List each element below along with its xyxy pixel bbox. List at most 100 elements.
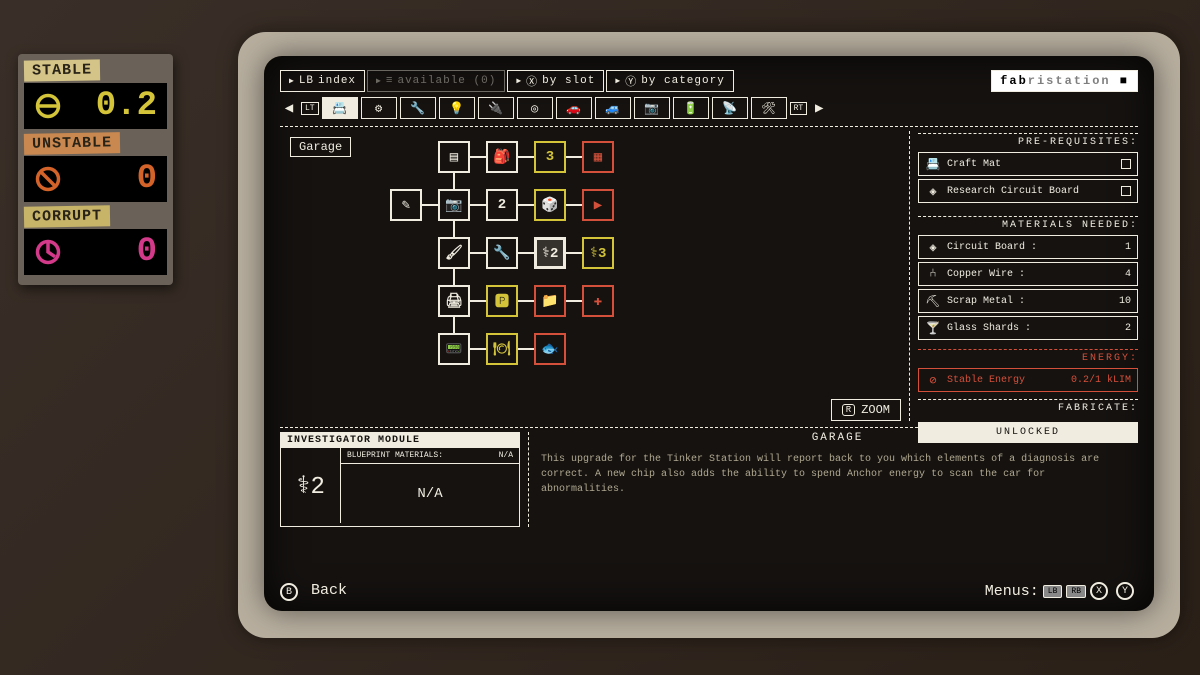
tree-node[interactable]: 🍽 xyxy=(486,333,518,365)
zoom-control[interactable]: R ZOOM xyxy=(831,399,901,421)
tree-connector xyxy=(566,156,582,158)
tree-node[interactable]: ▤ xyxy=(438,141,470,173)
detail-description: This upgrade for the Tinker Station will… xyxy=(537,452,1138,497)
top-tab-by-category[interactable]: ▶Ⓨby category xyxy=(606,70,733,92)
meter-corrupt: CORRUPT 0 xyxy=(24,206,167,275)
top-tab-by-slot[interactable]: ▶Ⓧby slot xyxy=(507,70,604,92)
category-icon[interactable]: 📡 xyxy=(712,97,748,119)
tree-connector xyxy=(518,300,534,302)
category-icon[interactable]: ⚙ xyxy=(361,97,397,119)
info-sidebar: PRE-REQUISITES: 📇Craft Mat◈Research Circ… xyxy=(918,131,1138,421)
tree-node[interactable]: 📷 xyxy=(438,189,470,221)
divider-v xyxy=(909,131,910,421)
cat-right-arrow[interactable]: ▶ xyxy=(810,99,828,117)
tree-connector xyxy=(470,252,486,254)
material-icon: ⑃ xyxy=(925,266,941,282)
prereq-icon: ◈ xyxy=(925,183,941,199)
tree-node[interactable]: 🖨 xyxy=(438,285,470,317)
top-tab-index[interactable]: ▶LBindex xyxy=(280,70,365,92)
material-qty: 2 xyxy=(1125,323,1131,334)
tree-node[interactable]: ✚ xyxy=(582,285,614,317)
energy-title: ENERGY: xyxy=(918,349,1138,364)
category-icon[interactable]: 🔌 xyxy=(478,97,514,119)
prereq-name: Craft Mat xyxy=(947,159,1001,170)
material-name: Glass Shards : xyxy=(947,323,1031,334)
tree-connector xyxy=(518,204,534,206)
detail-category: GARAGE xyxy=(537,432,1138,444)
category-icon[interactable]: 💡 xyxy=(439,97,475,119)
tree-node[interactable]: ▦ xyxy=(582,141,614,173)
unstable-value: 0 xyxy=(137,160,157,198)
corrupt-label: CORRUPT xyxy=(24,205,110,227)
meter-stable: STABLE 0.2 xyxy=(24,60,167,129)
hint-y[interactable]: Y xyxy=(1116,582,1134,600)
material-qty: 4 xyxy=(1125,269,1131,280)
tree-connector xyxy=(566,204,582,206)
back-button[interactable]: B Back xyxy=(280,582,347,602)
brand-logo: fabristation ■ xyxy=(991,70,1138,92)
tree-node[interactable]: ▶ xyxy=(582,189,614,221)
detail-right: GARAGE This upgrade for the Tinker Stati… xyxy=(537,432,1138,527)
bp-value: N/A xyxy=(499,451,513,460)
material-name: Copper Wire : xyxy=(947,269,1025,280)
tree-node[interactable]: 🐟 xyxy=(534,333,566,365)
tree-category-label: Garage xyxy=(290,137,351,157)
bp-title: BLUEPRINT MATERIALS: xyxy=(347,451,443,460)
hint-rb: RB xyxy=(1066,585,1086,598)
category-icon[interactable]: ◎ xyxy=(517,97,553,119)
zoom-label: ZOOM xyxy=(861,403,890,417)
energy-icon: ⊘ xyxy=(925,372,941,388)
tree-node[interactable]: 🔧 xyxy=(486,237,518,269)
tree-node[interactable]: ⚕3 xyxy=(582,237,614,269)
category-icon[interactable]: 📷 xyxy=(634,97,670,119)
category-icon[interactable]: 📇 xyxy=(322,97,358,119)
unstable-label: UNSTABLE xyxy=(24,132,120,155)
tree-node[interactable]: 🎒 xyxy=(486,141,518,173)
prereq-row: 📇 Craft Mat xyxy=(918,152,1138,176)
meter-unstable: UNSTABLE 0 xyxy=(24,133,167,202)
material-row: ⑃ Copper Wire : 4 xyxy=(918,262,1138,286)
category-icon[interactable]: 🚙 xyxy=(595,97,631,119)
material-row: ◈Circuit Board :1 xyxy=(918,235,1138,259)
check-icon xyxy=(1121,159,1131,169)
hint-x[interactable]: X xyxy=(1090,582,1108,600)
category-icon[interactable]: 🛠 xyxy=(751,97,787,119)
tree-connector xyxy=(470,204,486,206)
category-icon[interactable]: 🔧 xyxy=(400,97,436,119)
tree-connector xyxy=(470,300,486,302)
tree-connector xyxy=(518,348,534,350)
prereq-icon: 📇 xyxy=(925,156,941,172)
tree-connector xyxy=(566,300,582,302)
menus-label: Menus: xyxy=(985,583,1039,600)
cat-left-arrow[interactable]: ◀ xyxy=(280,99,298,117)
tree-node[interactable]: 2 xyxy=(486,189,518,221)
tree-node[interactable]: 📟 xyxy=(438,333,470,365)
tree-node[interactable]: ✎ xyxy=(390,189,422,221)
energy-meter-panel: STABLE 0.2 UNSTABLE 0 CORRUPT 0 xyxy=(18,54,173,285)
category-icon[interactable]: 🚗 xyxy=(556,97,592,119)
brand-b: ristation xyxy=(1028,74,1111,88)
tree-node[interactable]: 🖌 xyxy=(438,237,470,269)
main-area: Garage ▤🎒3▦✎📷2🎲▶🖌🔧⚕2⚕3🖨🅿📁✚📟🍽🐟 R ZOOM PRE… xyxy=(280,131,1138,421)
top-tab-available-0-[interactable]: ▶≡available (0) xyxy=(367,70,505,92)
category-icon[interactable]: 🔋 xyxy=(673,97,709,119)
tree-connector xyxy=(453,173,455,189)
energy-name: Stable Energy xyxy=(947,375,1025,386)
materials-title: MATERIALS NEEDED: xyxy=(918,216,1138,231)
material-name: Scrap Metal : xyxy=(947,296,1025,307)
material-icon: 🍸 xyxy=(925,320,941,336)
tree-node[interactable]: 🅿 xyxy=(486,285,518,317)
tree-connector xyxy=(566,252,582,254)
tree-node[interactable]: 🎲 xyxy=(534,189,566,221)
bp-na: N/A xyxy=(341,464,519,523)
crt-screen: ▶LBindex▶≡available (0)▶Ⓧby slot▶Ⓨby cat… xyxy=(264,56,1154,611)
unstable-icon xyxy=(34,165,62,193)
tree-node[interactable]: 📁 xyxy=(534,285,566,317)
tech-tree-panel[interactable]: Garage ▤ 🎒 3 ▦ ✎ 📷 2 🎲 ▶ 🖌 🔧 ⚕2 ⚕3 🖨 🅿 📁 ✚ 📟 🍽 🐟 R ZOOM xyxy=(280,131,901,421)
material-qty: 10 xyxy=(1119,296,1131,307)
tree-connector xyxy=(453,269,455,285)
tree-node[interactable]: 3 xyxy=(534,141,566,173)
top-menu-bar: ▶LBindex▶≡available (0)▶Ⓧby slot▶Ⓨby cat… xyxy=(280,70,1138,92)
tree-node[interactable]: ⚕2 xyxy=(534,237,566,269)
stable-value: 0.2 xyxy=(96,87,157,125)
